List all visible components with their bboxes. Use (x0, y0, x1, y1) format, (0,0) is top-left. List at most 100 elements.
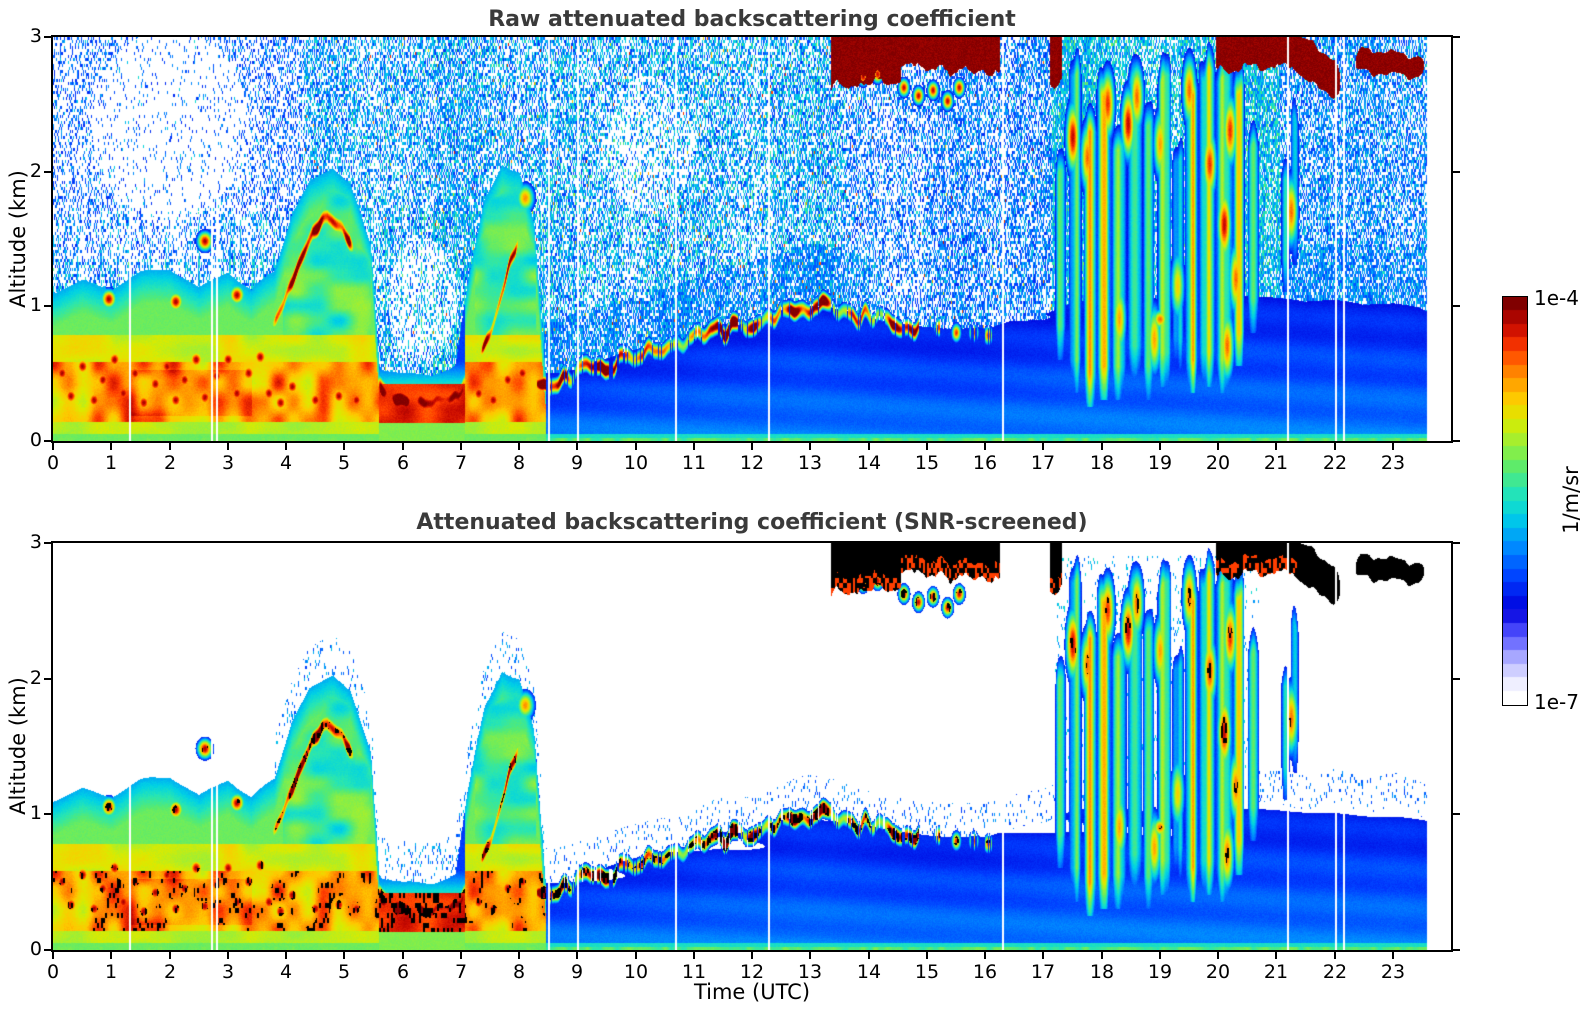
tick-mark (52, 443, 54, 450)
x-tick-label: 7 (454, 452, 468, 474)
tick-mark (44, 305, 51, 307)
y-tick-label: 2 (29, 160, 42, 182)
x-tick-label: 23 (1380, 452, 1406, 474)
y-tick-label: 1 (29, 294, 42, 316)
tick-mark (576, 952, 578, 959)
x-tick-label: 22 (1322, 452, 1348, 474)
y-tick-label: 2 (29, 667, 42, 689)
tick-mark (52, 952, 54, 959)
tick-mark (1217, 952, 1219, 959)
x-tick-label: 16 (972, 961, 998, 983)
tick-mark (44, 678, 51, 680)
x-tick-label: 0 (46, 961, 60, 983)
tick-mark (1275, 443, 1277, 450)
x-tick-label: 3 (221, 961, 235, 983)
x-tick-label: 4 (279, 961, 293, 983)
tick-mark (1042, 443, 1044, 450)
x-tick-label: 21 (1263, 452, 1289, 474)
tick-mark (285, 952, 287, 959)
tick-mark (751, 443, 753, 450)
tick-mark (1453, 305, 1460, 307)
x-tick-label: 16 (972, 452, 998, 474)
x-tick-label: 13 (797, 961, 823, 983)
x-tick-label: 7 (454, 961, 468, 983)
tick-mark (44, 171, 51, 173)
tick-mark (809, 443, 811, 450)
x-tick-label: 19 (1147, 961, 1173, 983)
y-tick-label: 3 (29, 25, 42, 47)
tick-mark (402, 443, 404, 450)
tick-mark (1275, 952, 1277, 959)
tick-mark (44, 949, 51, 951)
tick-mark (1334, 952, 1336, 959)
tick-mark (44, 813, 51, 815)
tick-mark (635, 443, 637, 450)
tick-mark (576, 443, 578, 450)
tick-mark (44, 440, 51, 442)
tick-mark (44, 542, 51, 544)
tick-mark (518, 443, 520, 450)
tick-mark (343, 952, 345, 959)
x-tick-label: 8 (512, 961, 526, 983)
tick-mark (227, 952, 229, 959)
y-tick-label: 0 (29, 938, 42, 960)
x-tick-label: 23 (1380, 961, 1406, 983)
x-tick-label: 10 (623, 452, 649, 474)
tick-mark (1392, 952, 1394, 959)
x-tick-label: 9 (570, 961, 584, 983)
tick-mark (1217, 443, 1219, 450)
tick-mark (635, 952, 637, 959)
tick-mark (868, 952, 870, 959)
y-tick-label: 3 (29, 531, 42, 553)
tick-mark (1101, 443, 1103, 450)
tick-mark (1453, 171, 1460, 173)
y-tick-label: 1 (29, 802, 42, 824)
tick-mark (44, 36, 51, 38)
x-tick-label: 19 (1147, 452, 1173, 474)
colorbar-unit-text: 1/m/sr (1559, 466, 1584, 534)
x-tick-label: 20 (1205, 961, 1231, 983)
x-tick-label: 18 (1089, 961, 1115, 983)
tick-mark (693, 443, 695, 450)
tick-mark (1453, 678, 1460, 680)
tick-mark (227, 443, 229, 450)
heatmap-panel-screened (51, 541, 1453, 952)
y-axis-label-screened: Altitude (km) (6, 626, 30, 866)
tick-mark (1159, 443, 1161, 450)
y-axis-label-text: Altitude (km) (6, 170, 30, 308)
tick-mark (809, 952, 811, 959)
x-axis-label: Time (UTC) (693, 980, 811, 1004)
x-tick-label: 20 (1205, 452, 1231, 474)
x-tick-label: 14 (856, 961, 882, 983)
x-tick-label: 2 (163, 961, 177, 983)
tick-mark (110, 443, 112, 450)
x-tick-label: 1 (104, 961, 118, 983)
y-axis-label-text: Altitude (km) (6, 677, 30, 815)
tick-mark (1453, 813, 1460, 815)
colorbar (1502, 296, 1528, 706)
x-tick-label: 2 (163, 452, 177, 474)
colorbar-min-label: 1e-7 (1534, 690, 1579, 714)
tick-mark (169, 443, 171, 450)
x-tick-label: 12 (739, 452, 765, 474)
tick-mark (110, 952, 112, 959)
x-tick-label: 1 (104, 452, 118, 474)
tick-mark (1453, 36, 1460, 38)
tick-mark (460, 443, 462, 450)
x-tick-label: 0 (46, 452, 60, 474)
x-tick-label: 12 (739, 961, 765, 983)
tick-mark (926, 443, 928, 450)
heatmap-canvas-screened (53, 543, 1451, 950)
tick-mark (984, 952, 986, 959)
tick-mark (518, 952, 520, 959)
x-tick-label: 5 (337, 452, 351, 474)
x-tick-label: 13 (797, 452, 823, 474)
tick-mark (693, 952, 695, 959)
x-tick-label: 3 (221, 452, 235, 474)
y-tick-label: 0 (29, 429, 42, 451)
x-tick-label: 5 (337, 961, 351, 983)
tick-mark (1101, 952, 1103, 959)
y-axis-label-raw: Altitude (km) (6, 119, 30, 359)
tick-mark (926, 952, 928, 959)
